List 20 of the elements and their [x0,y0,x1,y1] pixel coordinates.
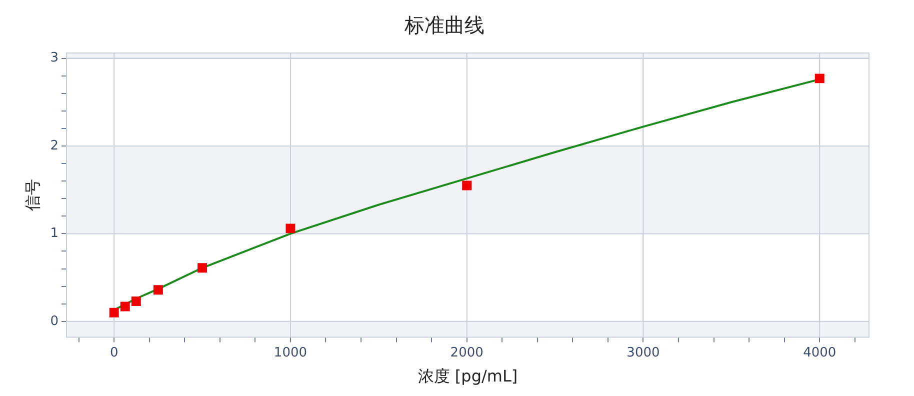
y-axis-title: 信号 [22,179,42,212]
point [153,285,163,295]
x-tick-label: 4000 [803,345,836,360]
point [131,296,141,306]
y-tick-label: 2 [50,138,58,154]
x-tick-label: 2000 [450,345,484,360]
point [462,180,472,190]
y-tick-label: 0 [50,314,58,329]
chart-title: 标准曲线 [404,13,484,38]
x-tick-label: 3000 [626,345,660,360]
point [286,224,296,234]
x-tick-label: 1000 [274,345,308,360]
point [198,263,208,273]
point [120,302,130,312]
point [109,308,119,318]
x-tick-label: 0 [110,345,118,360]
y-tick-label: 3 [50,50,58,66]
point [814,74,824,84]
y-tick-label: 1 [50,226,58,242]
x-axis-title: 浓度 [pg/mL] [418,366,518,386]
